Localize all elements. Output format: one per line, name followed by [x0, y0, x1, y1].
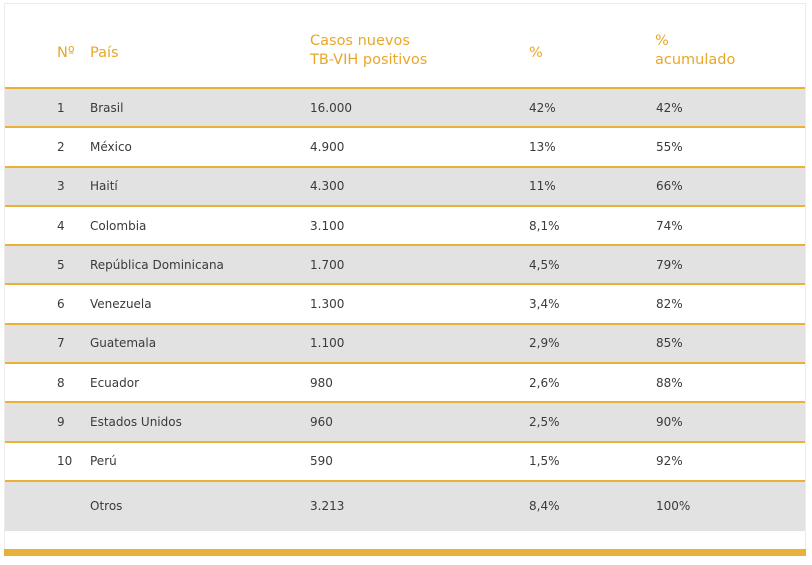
table-row: 3 Haití 4.300 11% 66%	[5, 167, 805, 207]
table-body: 1 Brasil 16.000 42% 42% 2 México 4.900 1…	[5, 89, 805, 531]
table-row: 1 Brasil 16.000 42% 42%	[5, 89, 805, 129]
row-cases: 3.100	[310, 218, 345, 233]
row-cases: 4.900	[310, 139, 345, 154]
row-country: Guatemala	[90, 336, 157, 351]
table-row: 4 Colombia 3.100 8,1% 74%	[5, 207, 805, 247]
row-number: 4	[57, 218, 65, 233]
row-cumulative: 79%	[656, 257, 683, 272]
header-cumulative-line1: %	[655, 33, 669, 49]
row-cumulative: 92%	[656, 454, 683, 469]
row-country: Brasil	[90, 100, 124, 115]
row-number: 10	[57, 454, 73, 469]
row-country: Perú	[90, 454, 117, 469]
row-number: 3	[57, 179, 65, 194]
header-percent: %	[529, 45, 543, 61]
row-number: 5	[57, 257, 65, 272]
row-cumulative: 82%	[656, 297, 683, 312]
row-number: 2	[57, 139, 65, 154]
row-percent: 1,5%	[529, 454, 560, 469]
row-percent: 2,9%	[529, 336, 560, 351]
row-cumulative: 85%	[656, 336, 683, 351]
row-country: Colombia	[90, 218, 147, 233]
row-number: 1	[57, 100, 65, 115]
row-cumulative: 55%	[656, 139, 683, 154]
row-cumulative: 90%	[656, 415, 683, 430]
row-cumulative: 100%	[656, 499, 691, 514]
row-cumulative: 66%	[656, 179, 683, 194]
row-cumulative: 42%	[656, 100, 683, 115]
row-percent: 42%	[529, 100, 556, 115]
header-cases-line2: TB-VIH positivos	[310, 52, 428, 68]
row-country: Estados Unidos	[90, 415, 182, 430]
row-country: Ecuador	[90, 375, 140, 390]
row-cases: 960	[310, 415, 333, 430]
header-cumulative-line2: acumulado	[655, 52, 736, 68]
row-cumulative: 74%	[656, 218, 683, 233]
row-country: México	[90, 139, 132, 154]
header-cases: Casos nuevos TB-VIH positivos	[310, 32, 490, 70]
row-cases: 590	[310, 454, 333, 469]
row-percent: 13%	[529, 139, 556, 154]
header-cumulative: % acumulado	[655, 32, 775, 70]
row-percent: 2,5%	[529, 415, 560, 430]
row-number: 8	[57, 375, 65, 390]
table-row: 6 Venezuela 1.300 3,4% 82%	[5, 285, 805, 325]
row-country: Haití	[90, 179, 118, 194]
row-percent: 11%	[529, 179, 556, 194]
row-number: 7	[57, 336, 65, 351]
row-cases: 3.213	[310, 499, 345, 514]
table-row: 8 Ecuador 980 2,6% 88%	[5, 364, 805, 404]
table-row-others: Otros 3.213 8,4% 100%	[5, 481, 805, 531]
tb-hiv-cases-table: Nº País Casos nuevos TB-VIH positivos % …	[4, 3, 806, 557]
row-cases: 980	[310, 375, 333, 390]
row-number: 6	[57, 297, 65, 312]
row-cumulative: 88%	[656, 375, 683, 390]
row-number: 9	[57, 415, 65, 430]
row-percent: 8,1%	[529, 218, 560, 233]
table-row: 7 Guatemala 1.100 2,9% 85%	[5, 324, 805, 365]
row-cases: 1.300	[310, 297, 345, 312]
row-percent: 3,4%	[529, 297, 560, 312]
table-row: 9 Estados Unidos 960 2,5% 90%	[5, 403, 805, 443]
row-country: Otros	[90, 499, 123, 514]
row-country: República Dominicana	[90, 257, 224, 272]
row-cases: 1.700	[310, 257, 345, 272]
header-cases-line1: Casos nuevos	[310, 33, 410, 49]
row-cases: 16.000	[310, 100, 352, 115]
row-cases: 1.100	[310, 336, 345, 351]
header-country: País	[90, 45, 119, 61]
table-row: 2 México 4.900 13% 55%	[5, 128, 805, 168]
header-number: Nº	[57, 45, 75, 61]
table-row: 5 República Dominicana 1.700 4,5% 79%	[5, 246, 805, 286]
row-percent: 4,5%	[529, 257, 560, 272]
row-country: Venezuela	[90, 297, 152, 312]
table-header: Nº País Casos nuevos TB-VIH positivos % …	[5, 4, 805, 89]
row-cases: 4.300	[310, 179, 345, 194]
row-percent: 2,6%	[529, 375, 560, 390]
table-row: 10 Perú 590 1,5% 92%	[5, 443, 805, 482]
row-percent: 8,4%	[529, 499, 560, 514]
table-bottom-bar	[4, 549, 806, 556]
